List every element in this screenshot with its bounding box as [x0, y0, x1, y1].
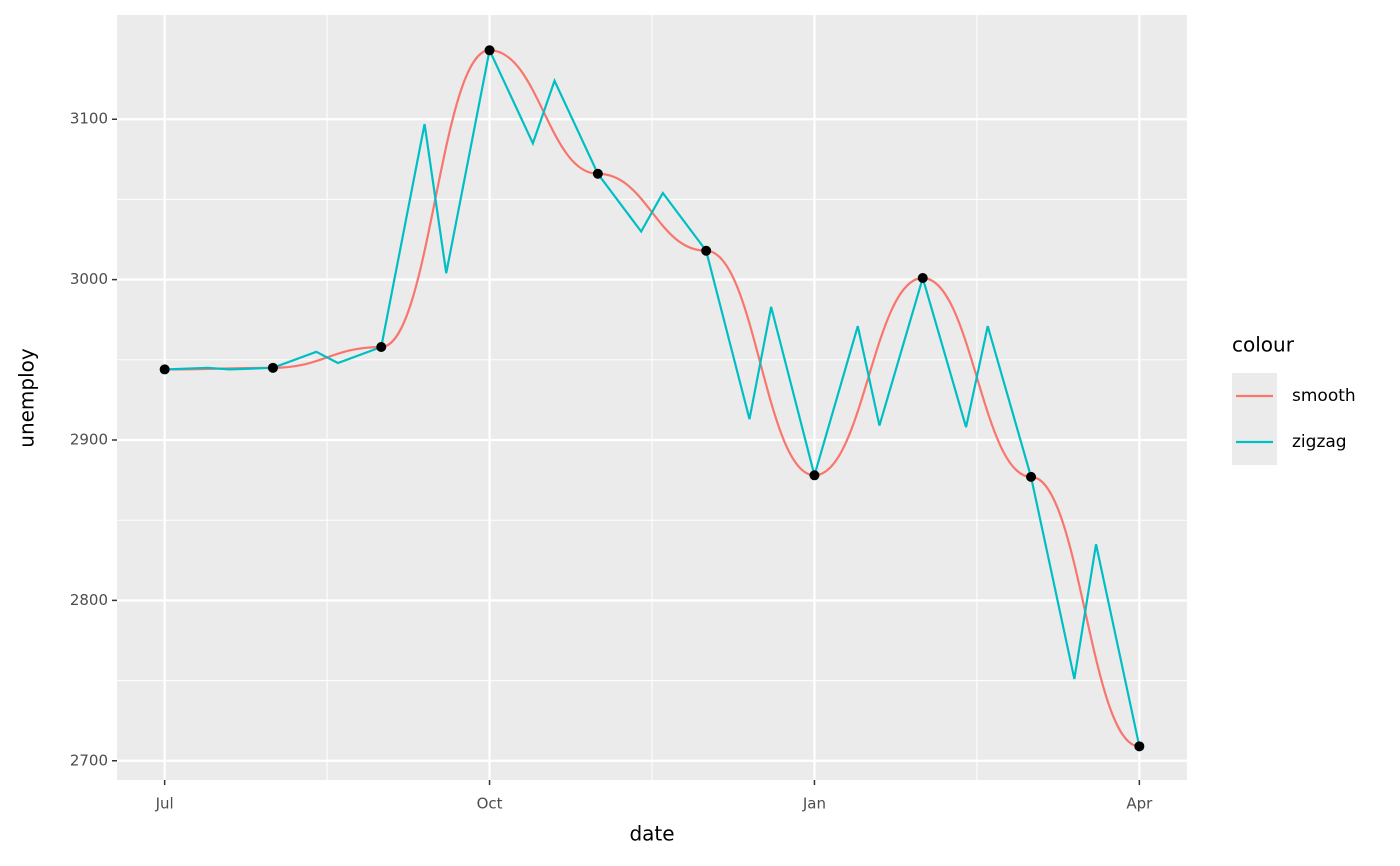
- y-axis-title: unemploy: [15, 348, 39, 448]
- x-tick-label: Jul: [155, 795, 174, 813]
- y-tick-label: 2800: [70, 591, 108, 609]
- point: [159, 364, 170, 375]
- x-tick-label: Apr: [1126, 795, 1153, 813]
- point: [484, 45, 495, 56]
- y-tick-label: 2900: [70, 431, 108, 449]
- point: [701, 245, 712, 256]
- point: [1026, 471, 1037, 482]
- series-line: [164, 46, 1141, 747]
- point: [917, 273, 928, 284]
- x-tick-label: Oct: [477, 795, 503, 813]
- y-tick-label: 3000: [70, 270, 108, 288]
- point: [267, 362, 278, 373]
- point: [592, 168, 603, 179]
- legend-title: colour: [1232, 333, 1295, 357]
- point: [1134, 741, 1145, 752]
- y-tick-label: 3100: [70, 110, 108, 128]
- point: [809, 470, 820, 481]
- x-tick-label: Jan: [802, 795, 826, 813]
- point: [376, 341, 387, 352]
- legend-label: zigzag: [1292, 432, 1347, 452]
- marks: [159, 45, 1145, 752]
- x-axis-title: date: [629, 822, 674, 846]
- y-tick-label: 2700: [70, 751, 108, 769]
- legend-label: smooth: [1292, 386, 1356, 406]
